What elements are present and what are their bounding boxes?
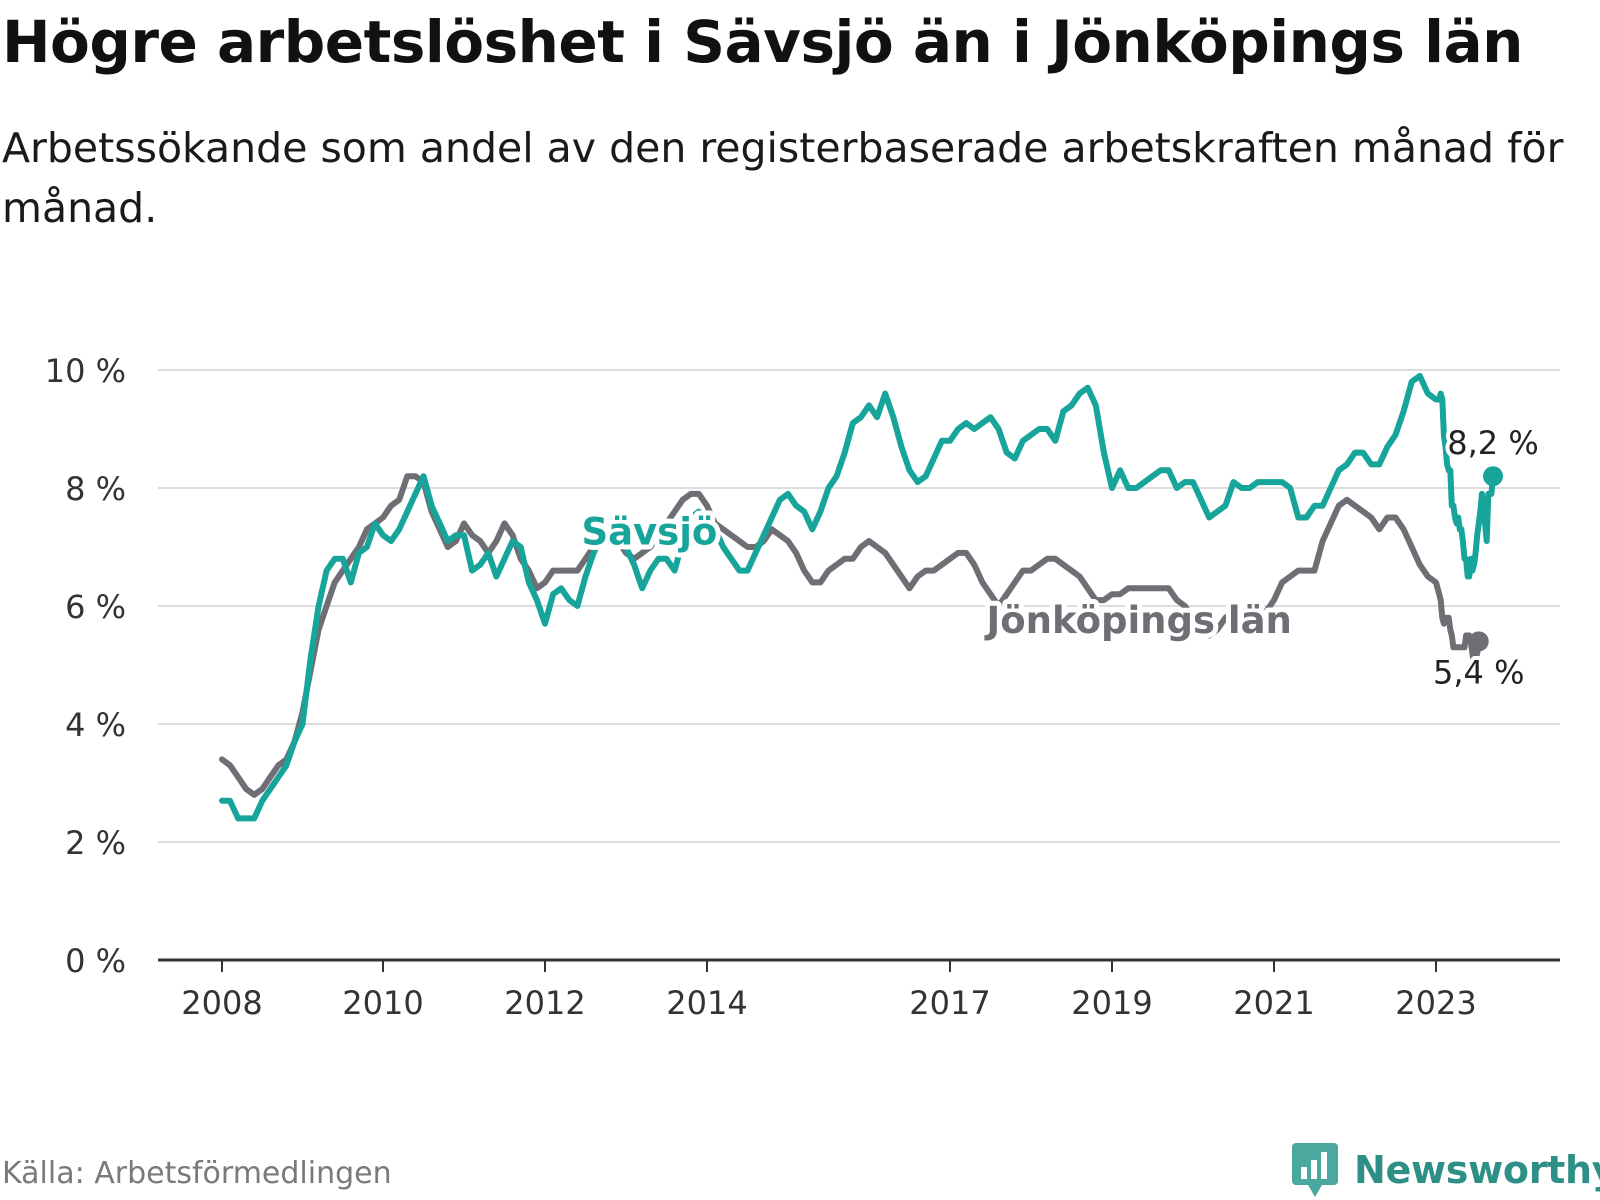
y-tick-label: 10 % <box>45 352 126 390</box>
end-point-lan <box>1468 631 1489 652</box>
y-tick-label: 4 % <box>65 706 126 744</box>
end-label-lan: 5,4 % <box>1433 653 1524 691</box>
brand-name: Newsworthy <box>1354 1148 1600 1192</box>
y-gridlines <box>158 369 1560 843</box>
x-tick-label: 2010 <box>342 984 423 1022</box>
x-tick-label: 2023 <box>1395 984 1476 1022</box>
y-tick-label: 6 % <box>65 588 126 626</box>
x-tick-label: 2021 <box>1233 984 1314 1022</box>
x-tick-label: 2012 <box>504 984 585 1022</box>
end-point-savsjo <box>1483 466 1503 487</box>
series-name-savsjo: Sävsjö <box>581 510 717 553</box>
x-tick-label: 2008 <box>181 984 262 1022</box>
y-tick-labels: 0 % 2 % 4 % 6 % 8 % 10 % <box>45 352 126 980</box>
source-note: Källa: Arbetsförmedlingen <box>2 1156 392 1191</box>
chart-subtitle: Arbetssökande som andel av den registerb… <box>2 124 1564 232</box>
x-tick-label: 2014 <box>666 984 747 1022</box>
y-tick-label: 0 % <box>65 942 126 980</box>
x-tick-labels: 2008 2010 2012 2014 2017 2019 2021 2023 <box>181 960 1477 1022</box>
series-name-lan: Jönköpings län <box>983 599 1291 642</box>
y-tick-label: 2 % <box>65 824 126 862</box>
series-line-savsjo <box>219 372 1496 822</box>
series-labels: 5,4 % Jönköpings län 8,2 % Sävsjö <box>576 420 1542 695</box>
series-lines <box>219 372 1503 822</box>
line-chart: 0 % 2 % 4 % 6 % 8 % 10 % 2008 2010 2012 2014 2017… <box>45 352 1560 1022</box>
x-tick-label: 2017 <box>909 984 990 1022</box>
y-tick-label: 8 % <box>65 470 126 508</box>
chart-title: Högre arbetslöshet i Sävsjö än i Jönköpi… <box>2 8 1523 76</box>
newsworthy-logo[interactable]: Newsworthy <box>1290 1140 1600 1200</box>
x-tick-label: 2019 <box>1071 984 1152 1022</box>
end-label-savsjo: 8,2 % <box>1447 424 1538 462</box>
newsworthy-chart-icon <box>1292 1143 1338 1197</box>
